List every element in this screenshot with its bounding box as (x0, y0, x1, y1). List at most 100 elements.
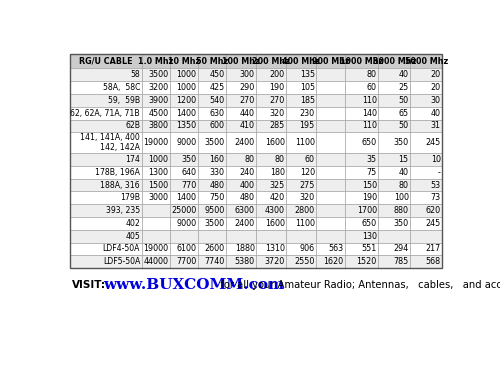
Text: 450: 450 (210, 70, 224, 79)
Text: 3800: 3800 (148, 122, 169, 130)
Text: 19000: 19000 (143, 244, 169, 254)
Text: 393, 235: 393, 235 (106, 206, 140, 215)
Bar (226, 179, 256, 191)
Bar (70, 107, 142, 120)
Text: 650: 650 (362, 219, 377, 228)
Text: 179B: 179B (120, 193, 140, 202)
Bar (344, 217, 378, 230)
Bar (256, 191, 286, 204)
Bar (286, 179, 316, 191)
Bar (170, 120, 198, 132)
Bar (70, 179, 142, 191)
Text: RG/U CABLE: RG/U CABLE (79, 57, 132, 66)
Bar (142, 132, 170, 153)
Bar (226, 68, 256, 81)
Bar (344, 166, 378, 179)
Text: 53: 53 (430, 181, 440, 190)
Bar (142, 68, 170, 81)
Text: 563: 563 (328, 244, 343, 254)
Text: 1600: 1600 (265, 219, 285, 228)
Bar (198, 81, 226, 94)
Bar (170, 217, 198, 230)
Bar (226, 166, 256, 179)
Bar (70, 54, 442, 268)
Text: 135: 135 (300, 70, 315, 79)
Bar (316, 107, 344, 120)
Bar (410, 242, 442, 255)
Bar (226, 107, 256, 120)
Bar (170, 132, 198, 153)
Text: 1.0 Mhz: 1.0 Mhz (138, 57, 173, 66)
Text: 420: 420 (270, 193, 285, 202)
Bar (170, 107, 198, 120)
Text: 425: 425 (210, 83, 224, 92)
Bar (170, 81, 198, 94)
Text: 1000 Mhz: 1000 Mhz (340, 57, 383, 66)
Bar (256, 94, 286, 107)
Text: 7740: 7740 (204, 257, 225, 266)
Bar (410, 255, 442, 268)
Text: 330: 330 (210, 168, 224, 177)
Text: 325: 325 (270, 181, 285, 190)
Text: 9000: 9000 (176, 219, 197, 228)
Bar (70, 153, 142, 166)
Text: 1400: 1400 (176, 193, 197, 202)
Bar (142, 204, 170, 217)
Bar (344, 242, 378, 255)
Bar (378, 166, 410, 179)
Text: 650: 650 (362, 138, 377, 147)
Text: 440: 440 (240, 108, 254, 118)
Bar (286, 230, 316, 242)
Bar (410, 120, 442, 132)
Bar (316, 166, 344, 179)
Bar (142, 217, 170, 230)
Bar (316, 153, 344, 166)
Text: 110: 110 (362, 96, 377, 105)
Text: 185: 185 (300, 96, 315, 105)
Bar (226, 94, 256, 107)
Bar (378, 54, 410, 68)
Text: 5000 Mhz: 5000 Mhz (404, 57, 448, 66)
Bar (316, 255, 344, 268)
Bar (70, 204, 142, 217)
Bar (344, 107, 378, 120)
Bar (316, 120, 344, 132)
Bar (256, 204, 286, 217)
Text: 174: 174 (125, 155, 140, 164)
Bar (286, 120, 316, 132)
Text: 320: 320 (270, 108, 285, 118)
Bar (344, 179, 378, 191)
Bar (170, 68, 198, 81)
Text: 6300: 6300 (234, 206, 255, 215)
Bar (286, 166, 316, 179)
Text: 900 Mhz: 900 Mhz (312, 57, 350, 66)
Bar (226, 81, 256, 94)
Text: 19000: 19000 (143, 138, 169, 147)
Bar (256, 54, 286, 68)
Bar (70, 217, 142, 230)
Bar (344, 204, 378, 217)
Bar (410, 107, 442, 120)
Bar (198, 242, 226, 255)
Bar (170, 255, 198, 268)
Bar (226, 132, 256, 153)
Text: 60: 60 (305, 155, 315, 164)
Text: 275: 275 (300, 181, 315, 190)
Text: 20: 20 (430, 70, 440, 79)
Bar (316, 217, 344, 230)
Text: 1200: 1200 (176, 96, 197, 105)
Bar (286, 107, 316, 120)
Bar (170, 230, 198, 242)
Text: 15: 15 (398, 155, 409, 164)
Bar (142, 120, 170, 132)
Bar (256, 255, 286, 268)
Bar (378, 204, 410, 217)
Bar (142, 191, 170, 204)
Text: 44000: 44000 (144, 257, 169, 266)
Bar (226, 204, 256, 217)
Bar (70, 120, 142, 132)
Text: 25: 25 (398, 83, 409, 92)
Text: 130: 130 (362, 232, 377, 240)
Text: 80: 80 (367, 70, 377, 79)
Bar (378, 179, 410, 191)
